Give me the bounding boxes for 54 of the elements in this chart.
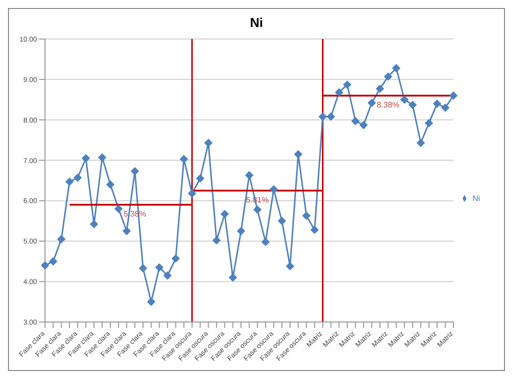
- point: [343, 80, 352, 89]
- point: [424, 119, 433, 128]
- point: [351, 117, 360, 126]
- point: [155, 263, 164, 272]
- point: [49, 257, 58, 266]
- point: [278, 216, 286, 225]
- point: [196, 174, 204, 182]
- point: [66, 178, 74, 186]
- point: [57, 235, 66, 244]
- point: [318, 112, 327, 121]
- point: [384, 72, 392, 81]
- point: [212, 236, 221, 244]
- point: [376, 84, 384, 93]
- point: [441, 104, 450, 112]
- point: [262, 238, 270, 246]
- point: [228, 274, 237, 282]
- point: [302, 212, 310, 220]
- point: [147, 298, 156, 306]
- point: [90, 220, 98, 228]
- point: [360, 121, 368, 130]
- point: [114, 204, 123, 213]
- point: [310, 226, 319, 234]
- point: [392, 64, 400, 72]
- point: [408, 100, 417, 109]
- point: [106, 180, 114, 189]
- point: [164, 272, 172, 280]
- point: [326, 112, 335, 121]
- annotation: 8.38%: [376, 100, 400, 110]
- point: [416, 138, 425, 147]
- point: [449, 92, 458, 100]
- point: [188, 189, 196, 198]
- point: [237, 227, 246, 236]
- point: [368, 98, 376, 107]
- point: [294, 150, 302, 158]
- legend-label: Ni: [472, 194, 480, 203]
- point: [245, 171, 254, 180]
- point: [122, 227, 131, 236]
- point: [204, 138, 212, 147]
- point: [74, 174, 82, 182]
- point: [41, 261, 49, 270]
- point: [400, 96, 408, 104]
- chart-title: Ni: [249, 14, 264, 31]
- point: [180, 155, 188, 164]
- point: [98, 153, 106, 162]
- point: [335, 88, 344, 96]
- point: [433, 100, 442, 108]
- point: [139, 264, 148, 272]
- point: [270, 185, 278, 194]
- point: [253, 206, 262, 214]
- point: [172, 254, 180, 263]
- point: [130, 167, 139, 176]
- point: [220, 210, 229, 218]
- point: [82, 154, 90, 162]
- point: [286, 262, 294, 270]
